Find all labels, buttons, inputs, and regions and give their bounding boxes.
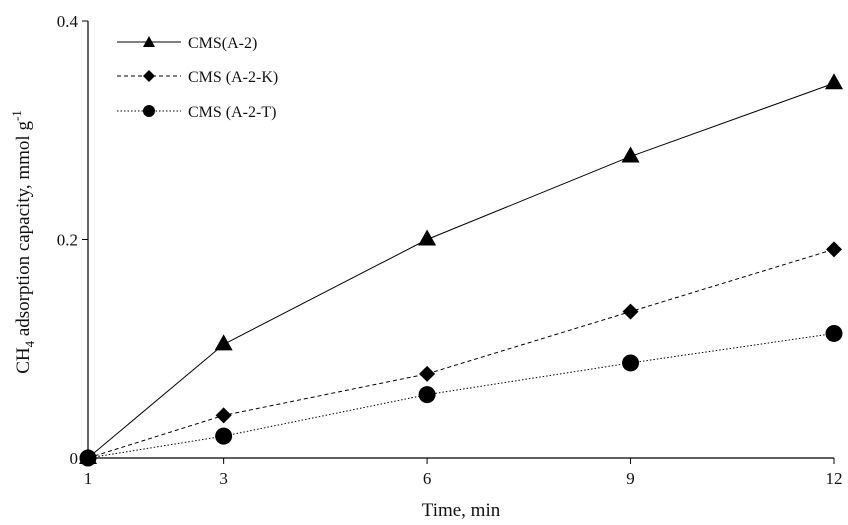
legend-marker-0 xyxy=(143,36,155,47)
data-point-triangle xyxy=(621,146,640,163)
legend-item-1: CMS (A-2-K) xyxy=(117,69,278,86)
x-ticks: 1 3 6 9 12 xyxy=(84,458,843,488)
y-axis-title-subscript: 4 xyxy=(22,340,37,347)
legend: CMS(A-2) CMS (A-2-K) CMS (A-2-T) xyxy=(117,35,278,121)
series-line-1 xyxy=(87,248,835,459)
legend-label-0: CMS(A-2) xyxy=(188,35,257,52)
data-point-circle xyxy=(215,427,233,445)
data-point-diamond xyxy=(215,407,232,424)
data-point-circle xyxy=(79,449,97,467)
series-layer xyxy=(79,73,843,467)
y-tick-label: 0.4 xyxy=(57,12,79,31)
data-point-circle xyxy=(825,324,843,342)
y-axis-title: CH4 adsorption capacity, mmol g-1 xyxy=(9,110,37,374)
data-point-circle xyxy=(622,354,640,372)
x-tick-label: 6 xyxy=(423,469,432,488)
legend-item-2: CMS (A-2-T) xyxy=(117,104,276,121)
x-tick-label: 1 xyxy=(84,469,93,488)
series-line-0 xyxy=(87,82,835,459)
legend-label-2: CMS (A-2-T) xyxy=(188,104,276,121)
data-point-circle xyxy=(418,386,436,404)
y-tick-label: 0.2 xyxy=(57,231,78,250)
data-point-triangle xyxy=(418,229,437,246)
axes xyxy=(87,21,834,459)
legend-marker-1 xyxy=(143,70,155,82)
x-tick-label: 9 xyxy=(626,469,635,488)
data-point-triangle xyxy=(214,334,233,351)
y-axis-title-superscript: -1 xyxy=(9,110,24,121)
y-axis-title-prefix: CH xyxy=(13,347,34,374)
y-tick-label: 0 xyxy=(70,449,79,468)
legend-item-0: CMS(A-2) xyxy=(117,35,257,52)
x-axis-title: Time, min xyxy=(422,500,501,521)
data-point-diamond xyxy=(622,303,639,320)
series-line-2 xyxy=(87,332,835,459)
data-point-diamond xyxy=(419,365,436,382)
y-ticks: 0 0.2 0.4 xyxy=(57,12,88,468)
legend-label-1: CMS (A-2-K) xyxy=(188,69,278,86)
legend-marker-2 xyxy=(143,105,155,117)
x-tick-label: 12 xyxy=(826,469,843,488)
x-tick-label: 3 xyxy=(219,469,228,488)
y-axis-title-middle: adsorption capacity, mmol g xyxy=(13,121,34,341)
data-point-triangle xyxy=(825,73,843,90)
data-point-diamond xyxy=(826,241,842,258)
